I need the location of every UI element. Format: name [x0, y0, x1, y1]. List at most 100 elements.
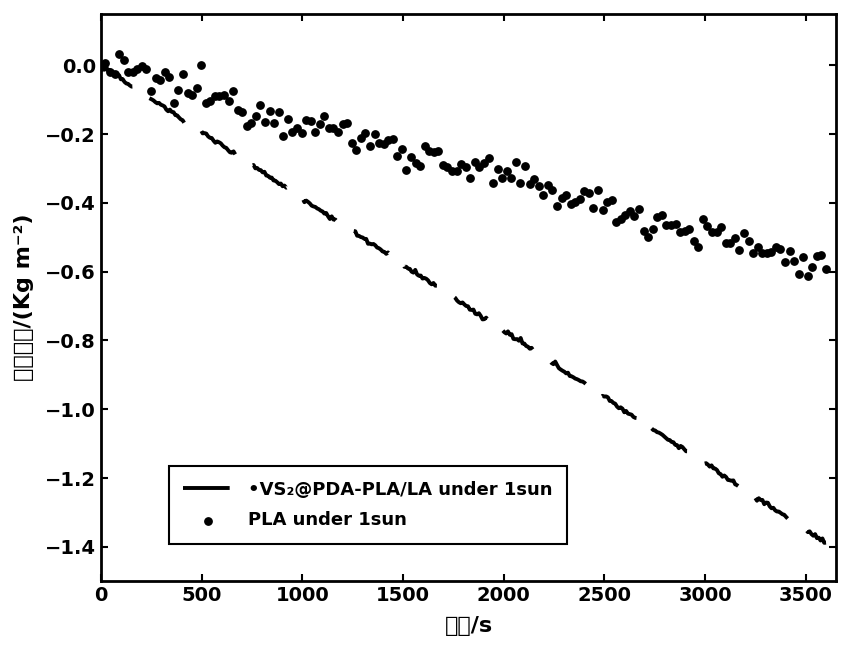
- PLA under 1sun: [309, 126, 322, 136]
- PLA under 1sun: [377, 138, 390, 149]
- PLA under 1sun: [482, 152, 496, 162]
- PLA under 1sun: [577, 185, 591, 196]
- PLA under 1sun: [281, 114, 295, 124]
- PLA under 1sun: [468, 157, 482, 168]
- PLA under 1sun: [268, 118, 281, 128]
- •VS₂@PDA-PLA/LA under 1sun: [552, 361, 562, 369]
- PLA under 1sun: [719, 238, 733, 248]
- PLA under 1sun: [692, 242, 706, 252]
- PLA under 1sun: [226, 86, 240, 96]
- PLA under 1sun: [103, 67, 116, 77]
- PLA under 1sun: [313, 118, 326, 129]
- PLA under 1sun: [303, 115, 317, 125]
- Line: •VS₂@PDA-PLA/LA under 1sun: •VS₂@PDA-PLA/LA under 1sun: [101, 66, 826, 543]
- PLA under 1sun: [559, 190, 573, 200]
- PLA under 1sun: [760, 248, 774, 258]
- PLA under 1sun: [550, 201, 564, 211]
- PLA under 1sun: [131, 64, 145, 74]
- PLA under 1sun: [276, 131, 290, 142]
- PLA under 1sun: [582, 188, 596, 198]
- PLA under 1sun: [208, 91, 222, 101]
- Y-axis label: 质量变化/(Kg m⁻²): 质量变化/(Kg m⁻²): [14, 214, 34, 382]
- PLA under 1sun: [756, 248, 769, 258]
- PLA under 1sun: [290, 123, 303, 133]
- PLA under 1sun: [450, 166, 463, 176]
- PLA under 1sun: [263, 106, 276, 116]
- PLA under 1sun: [382, 135, 395, 145]
- PLA under 1sun: [546, 185, 559, 195]
- PLA under 1sun: [660, 220, 673, 230]
- PLA under 1sun: [664, 220, 677, 231]
- PLA under 1sun: [253, 100, 267, 110]
- PLA under 1sun: [696, 214, 710, 224]
- PLA under 1sun: [505, 173, 518, 183]
- PLA under 1sun: [764, 247, 778, 257]
- PLA under 1sun: [673, 227, 687, 237]
- PLA under 1sun: [490, 163, 504, 174]
- PLA under 1sun: [436, 160, 450, 170]
- PLA under 1sun: [623, 205, 637, 216]
- PLA under 1sun: [779, 257, 792, 268]
- PLA under 1sun: [787, 255, 801, 266]
- PLA under 1sun: [258, 117, 272, 127]
- PLA under 1sun: [185, 90, 199, 101]
- PLA under 1sun: [400, 165, 413, 176]
- PLA under 1sun: [637, 226, 650, 236]
- PLA under 1sun: [513, 178, 527, 188]
- PLA under 1sun: [240, 122, 253, 132]
- Legend: •VS₂@PDA-PLA/LA under 1sun, PLA under 1sun: •VS₂@PDA-PLA/LA under 1sun, PLA under 1s…: [168, 466, 567, 544]
- PLA under 1sun: [774, 244, 787, 254]
- •VS₂@PDA-PLA/LA under 1sun: [623, 410, 633, 417]
- PLA under 1sun: [669, 219, 683, 229]
- PLA under 1sun: [199, 98, 212, 109]
- PLA under 1sun: [153, 75, 167, 85]
- PLA under 1sun: [609, 217, 623, 228]
- PLA under 1sun: [135, 61, 149, 72]
- PLA under 1sun: [395, 144, 409, 155]
- PLA under 1sun: [126, 67, 139, 77]
- PLA under 1sun: [541, 179, 555, 190]
- PLA under 1sun: [99, 57, 112, 68]
- PLA under 1sun: [751, 241, 764, 252]
- PLA under 1sun: [733, 245, 746, 255]
- PLA under 1sun: [509, 157, 523, 168]
- PLA under 1sun: [650, 212, 664, 222]
- PLA under 1sun: [349, 144, 363, 155]
- PLA under 1sun: [792, 269, 806, 280]
- PLA under 1sun: [806, 261, 819, 272]
- •VS₂@PDA-PLA/LA under 1sun: [183, 120, 193, 127]
- PLA under 1sun: [459, 161, 473, 172]
- PLA under 1sun: [190, 83, 203, 93]
- PLA under 1sun: [728, 232, 741, 242]
- PLA under 1sun: [149, 73, 162, 83]
- •VS₂@PDA-PLA/LA under 1sun: [819, 539, 830, 547]
- PLA under 1sun: [122, 67, 135, 77]
- PLA under 1sun: [158, 66, 172, 77]
- PLA under 1sun: [409, 158, 422, 168]
- PLA under 1sun: [814, 250, 828, 261]
- PLA under 1sun: [112, 49, 126, 59]
- PLA under 1sun: [218, 90, 231, 100]
- PLA under 1sun: [212, 90, 226, 101]
- PLA under 1sun: [596, 204, 609, 214]
- PLA under 1sun: [295, 127, 309, 138]
- PLA under 1sun: [235, 107, 249, 117]
- PLA under 1sun: [203, 96, 217, 106]
- PLA under 1sun: [354, 133, 368, 143]
- PLA under 1sun: [642, 232, 655, 242]
- PLA under 1sun: [523, 179, 536, 190]
- PLA under 1sun: [683, 224, 696, 235]
- PLA under 1sun: [496, 173, 509, 183]
- PLA under 1sun: [801, 270, 814, 281]
- PLA under 1sun: [318, 111, 332, 122]
- PLA under 1sun: [619, 210, 632, 220]
- PLA under 1sun: [655, 211, 669, 221]
- PLA under 1sun: [195, 60, 208, 71]
- PLA under 1sun: [573, 194, 586, 204]
- PLA under 1sun: [586, 202, 600, 213]
- PLA under 1sun: [500, 165, 513, 176]
- •VS₂@PDA-PLA/LA under 1sun: [96, 62, 106, 70]
- PLA under 1sun: [473, 162, 486, 172]
- PLA under 1sun: [532, 181, 546, 192]
- PLA under 1sun: [368, 129, 382, 139]
